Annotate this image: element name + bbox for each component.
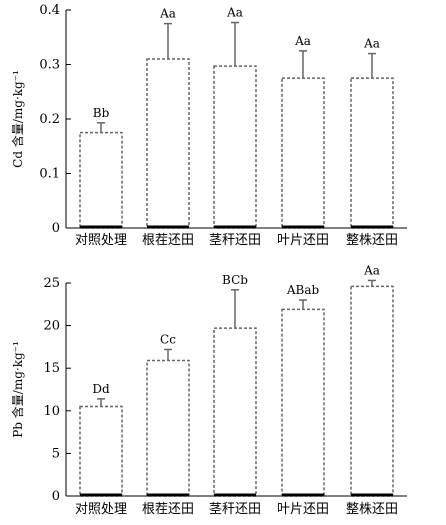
category-label: 叶片还田 — [277, 233, 329, 248]
bar — [213, 327, 257, 497]
bar — [146, 58, 190, 229]
y-tick-label: 0.2 — [39, 112, 60, 127]
bar — [350, 77, 394, 229]
y-tick-label: 0.4 — [39, 3, 60, 18]
y-tick-label: 0.1 — [39, 167, 60, 182]
data-label: Aa — [363, 263, 380, 277]
category-label: 叶片还田 — [277, 502, 329, 517]
category-label: 对照处理 — [75, 502, 127, 517]
y-axis-label: Cd 含量/mg·kg⁻¹ — [10, 70, 25, 168]
data-label: BCb — [222, 273, 248, 287]
bar — [79, 405, 123, 497]
bar — [213, 65, 257, 229]
category-label: 对照处理 — [75, 233, 127, 248]
y-tick-label: 0 — [52, 489, 60, 504]
data-label: Aa — [159, 7, 176, 21]
cd-chart: 0 0.1 0.2 0.3 0.4 Cd 含量/mg·kg⁻¹ Bb 对照处理 Aa 根茬还田 Aa… — [10, 3, 407, 248]
category-label: 茎秆还田 — [209, 502, 261, 517]
y-tick-label: 0 — [52, 221, 60, 236]
y-tick-label: 25 — [43, 276, 60, 291]
category-label: 整株还田 — [346, 233, 398, 248]
bar — [281, 308, 325, 497]
y-tick-label: 20 — [43, 319, 60, 334]
y-tick-label: 0.3 — [39, 58, 60, 73]
pb-chart: 0 5 10 15 20 25 Pb 含量/mg·kg⁻¹ Dd 对照处理 Cc 根茬还田 BCb 茎秆… — [10, 263, 407, 517]
data-label: Dd — [92, 382, 110, 396]
data-label: ABab — [286, 283, 320, 297]
bar — [350, 285, 394, 497]
category-label: 根茬还田 — [142, 233, 194, 248]
y-tick-label: 5 — [52, 446, 60, 461]
y-tick-label: 15 — [43, 361, 60, 376]
category-label: 茎秆还田 — [209, 233, 261, 248]
y-axis-label: Pb 含量/mg·kg⁻¹ — [10, 341, 25, 438]
data-label: Aa — [294, 34, 311, 48]
bar — [79, 131, 123, 229]
category-label: 根茬还田 — [142, 502, 194, 517]
category-label: 整株还田 — [346, 502, 398, 517]
bar — [146, 359, 190, 497]
y-tick-label: 10 — [43, 404, 60, 419]
data-label: Aa — [226, 6, 243, 20]
data-label: Aa — [363, 37, 380, 51]
bar — [281, 77, 325, 229]
data-label: Bb — [93, 106, 110, 120]
data-label: Cc — [160, 332, 176, 346]
